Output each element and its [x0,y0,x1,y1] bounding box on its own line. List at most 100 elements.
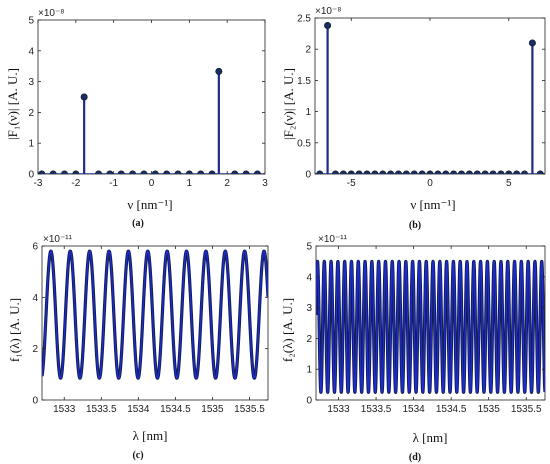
panel-b-xlabel: ν [nm⁻¹] [410,197,455,212]
panel-b-data [315,21,545,174]
panel-b-marker [513,170,521,174]
panel-b-marker [528,39,536,47]
panel-d-xtick-label: 1535.5 [511,404,542,415]
panel-a-marker [117,170,125,174]
panel-c-caption: (c) [132,450,143,461]
panel-a-marker [140,170,148,174]
panel-a-marker [106,170,114,174]
panel-d-ytick-label: 1 [306,365,312,376]
panel-d-ytick-label: 0 [306,396,312,407]
panel-c-ylabel: f₁(λ) [A. U.] [7,298,22,362]
panel-a-xlabel: ν [nm⁻¹] [127,197,172,212]
panel-a-marker [197,170,205,174]
panel-b-marker [418,170,426,174]
panel-b-plot-area [314,17,546,175]
panel-a-exponent: ×10⁻⁸ [38,8,64,19]
panel-d: ×10⁻¹¹ f₂(λ) [A. U.] λ [nm] (d) 1533 1533… [280,234,546,463]
panel-b-marker [465,170,473,174]
panel-c-xtick-label: 1533 [53,404,76,415]
panel-b-marker [379,170,387,174]
panel-c-xtick-label: 1534.5 [160,404,191,415]
panel-d-data [316,259,545,394]
panel-d-xtick-label: 1533.5 [361,404,392,415]
panel-b-marker [331,170,339,174]
panel-c-ytick-label: 6 [32,242,38,253]
panel-a-ytick-label: 5 [28,16,34,27]
panel-d-ytick-label: 5 [306,242,312,253]
panel-b-marker [363,170,371,174]
panel-b-xtick-label: -5 [347,178,356,189]
panel-a-marker [95,170,103,174]
panel-a-data [38,67,265,174]
panel-a-xtick-label: 0 [149,178,155,189]
panel-a-xtick-label: -1 [109,178,118,189]
panel-b-marker [473,170,481,174]
panel-a-marker [163,170,171,174]
panel-a-ytick-label: 3 [28,77,34,88]
panel-c-xtick-label: 1535 [201,404,224,415]
panel-b-marker [410,170,418,174]
panel-a-xtick-label: 1 [187,178,193,189]
panel-d-ytick-label: 4 [306,272,312,283]
panel-b-ytick-label: 0.5 [297,138,311,149]
panel-b-marker [481,170,489,174]
panel-c-data [42,249,268,380]
panel-a-marker [129,170,137,174]
panel-b-caption: (b) [409,220,421,231]
panel-b-marker [339,170,347,174]
panel-a-marker [208,170,216,174]
panel-d-series-highlight [316,260,545,393]
panel-b-marker [489,170,497,174]
panel-d-ylabel: f₂(λ) [A. U.] [280,298,295,362]
panel-a-marker [80,93,88,101]
panel-c-xtick-label: 1535.5 [234,404,265,415]
panel-a-ylabel: |F₁(ν)| [A. U.] [5,68,20,140]
panel-b-ytick-label: 0 [305,170,311,181]
panel-a-marker [253,170,261,174]
panel-a-xtick-label: -2 [71,178,80,189]
panel-b-marker [371,170,379,174]
panel-a-xtick-label: -3 [34,178,43,189]
panel-a-marker [215,67,223,75]
panel-a-plot-area [37,19,266,175]
panel-c-ytick-label: 4 [32,293,38,304]
panel-c-xtick-label: 1534 [127,404,150,415]
panel-b-marker [521,170,529,174]
panel-b-marker [355,170,363,174]
panel-a-xtick-label: 3 [262,178,268,189]
panel-b-xtick-label: 0 [427,178,433,189]
panel-b-xtick-label: 5 [506,178,512,189]
panel-b-marker [402,170,410,174]
panel-d-xlabel: λ [nm] [413,430,448,445]
panel-b-marker [316,170,324,174]
panel-b-marker [497,170,505,174]
panel-b: ×10⁻⁸ |F₂(ν)| [A. U.] ν [nm⁻¹] (b) -5 0 5 0… [281,6,546,231]
panel-c-xtick-label: 1533.5 [86,404,117,415]
panel-a-marker [174,170,182,174]
panel-a-ytick-label: 1 [28,139,34,150]
panel-b-ytick-label: 2.5 [297,14,311,25]
panel-b-exponent: ×10⁻⁸ [315,6,341,17]
panel-a-marker [60,170,68,174]
panel-b-ytick-label: 1 [305,107,311,118]
panel-d-ytick-label: 3 [306,303,312,314]
panel-a: ×10⁻⁸ |F₁(ν)| [A. U.] ν [nm⁻¹] (a) -3 -2 -… [5,8,268,229]
panel-b-marker [536,170,544,174]
panel-a-xtick-label: 2 [224,178,230,189]
panel-c-ytick-label: 0 [32,396,38,407]
panel-d-xtick-label: 1534 [402,404,425,415]
panel-a-marker [151,170,159,174]
panel-b-marker [324,21,332,29]
panel-b-marker [442,170,450,174]
panel-a-ytick-label: 4 [28,46,34,57]
panel-c-exponent: ×10⁻¹¹ [43,234,73,245]
panel-c-xlabel: λ [nm] [133,428,168,443]
panel-a-caption: (a) [132,218,144,229]
panel-d-exponent: ×10⁻¹¹ [318,234,348,245]
panel-d-xtick-label: 1535 [478,404,501,415]
panel-d-caption: (d) [409,452,421,463]
panel-b-ytick-label: 1.5 [297,76,311,87]
panel-d-ytick-label: 2 [306,334,312,345]
panel-a-ytick-label: 0 [28,170,34,181]
